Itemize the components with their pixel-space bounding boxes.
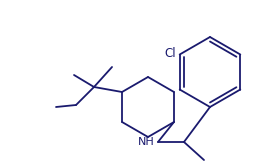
Text: Cl: Cl — [164, 47, 176, 60]
Text: NH: NH — [138, 137, 155, 147]
